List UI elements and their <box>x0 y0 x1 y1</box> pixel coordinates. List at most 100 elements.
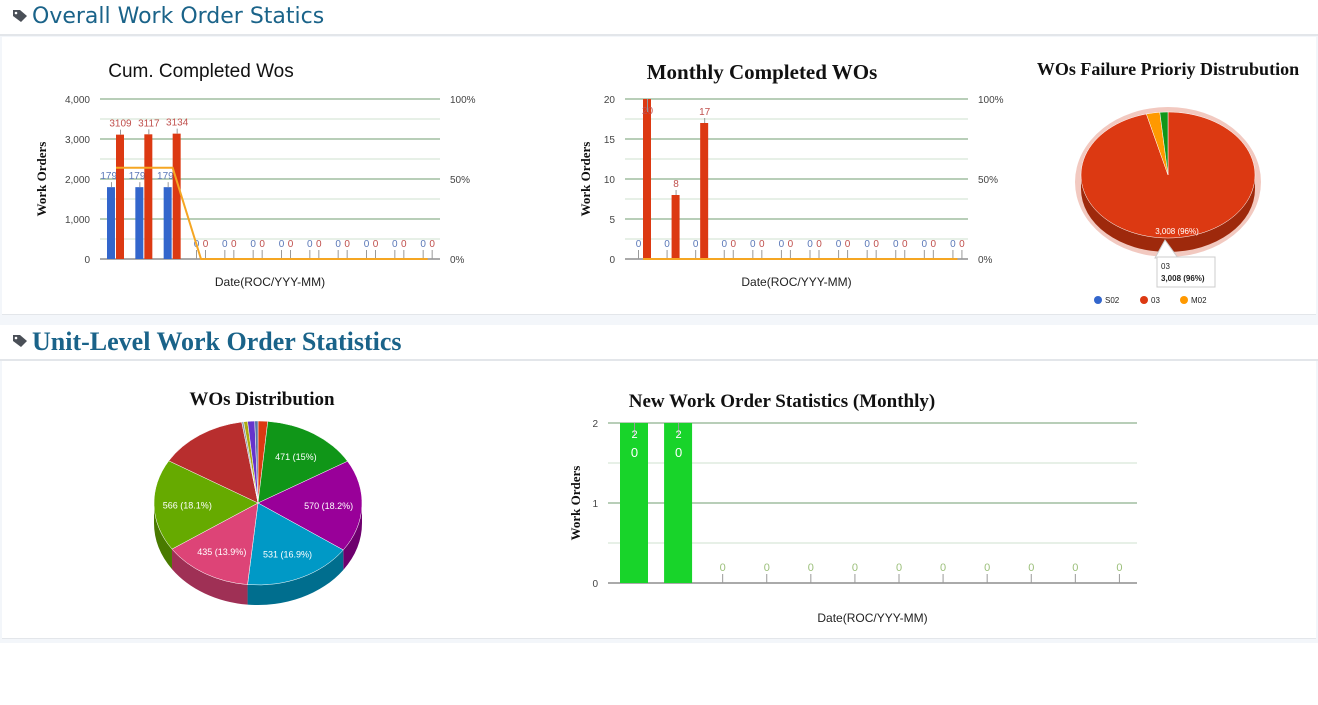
pie-slice <box>257 421 348 504</box>
y-tick-label: 0 <box>592 579 598 590</box>
data-label: 0 <box>429 239 435 250</box>
data-label: 0 <box>259 239 265 250</box>
y2-tick-label: 0% <box>978 255 993 266</box>
data-label: 0 <box>664 239 670 250</box>
data-label: 3117 <box>138 118 160 129</box>
data-label: 0 <box>836 239 842 250</box>
data-label: 0 <box>373 239 379 250</box>
data-label: 0 <box>344 239 350 250</box>
data-label: 1796 <box>157 171 180 182</box>
data-label: 1796 <box>100 171 123 182</box>
y-tick-label: 15 <box>604 135 616 146</box>
pie-slice-label: 435 (13.9%) <box>197 547 246 557</box>
data-label: 0 <box>764 562 770 574</box>
chart-dist: WOs Distribution 471 (15%) 570 (18.2%) 531 … <box>153 389 363 605</box>
chart-title: Monthly Completed WOs <box>647 60 878 84</box>
y-tick-label: 4,000 <box>65 95 90 106</box>
legend-marker <box>1094 296 1102 304</box>
data-label: 0 <box>1028 562 1034 574</box>
y-tick-label: 0 <box>609 255 615 266</box>
y-tick-label: 1 <box>592 499 598 510</box>
data-label: 3109 <box>109 119 132 130</box>
pie-slice <box>247 502 344 586</box>
y-axis-label: Work Orders <box>578 142 593 217</box>
y-tick-label: 2 <box>592 419 598 430</box>
chart-title: New Work Order Statistics (Monthly) <box>629 391 935 412</box>
x-axis-label: Date(ROC/YYY-MM) <box>741 275 851 289</box>
data-label: 0 <box>959 239 965 250</box>
data-label: 0 <box>392 239 398 250</box>
pie-slice <box>171 502 259 585</box>
pie-slice-label: 3,008 (96%) <box>1155 227 1199 236</box>
legend-label: 03 <box>1151 296 1160 305</box>
data-label: 8 <box>673 179 679 190</box>
data-label: 0 <box>808 562 814 574</box>
data-label: 17 <box>699 107 711 118</box>
data-label: 2 <box>631 429 637 441</box>
y-tick-label: 3,000 <box>65 135 90 146</box>
data-label: 0 <box>631 445 638 460</box>
legend-marker <box>1180 296 1188 304</box>
data-label: 0 <box>922 239 928 250</box>
bar <box>700 123 709 259</box>
y2-tick-label: 100% <box>450 95 476 106</box>
bar <box>671 195 680 259</box>
data-label: 1796 <box>129 171 152 182</box>
rate-line <box>116 166 428 260</box>
data-label: 0 <box>852 562 858 574</box>
y-tick-label: 5 <box>609 215 615 226</box>
data-label: 2 <box>676 429 682 441</box>
tag-icon <box>13 10 27 22</box>
data-label: 0 <box>288 239 294 250</box>
data-label: 0 <box>940 562 946 574</box>
chart-monthly: Monthly Completed WOs 0 5 10 15 20 0% 50% 100% Wo… <box>578 60 1004 289</box>
data-label: 0 <box>750 239 756 250</box>
data-label: 0 <box>779 239 785 250</box>
data-label: 0 <box>401 239 407 250</box>
chart-title: WOs Distribution <box>189 389 335 410</box>
data-label: 0 <box>730 239 736 250</box>
chart-title: Cum. Completed Wos <box>108 61 294 82</box>
y-tick-label: 0 <box>84 255 90 266</box>
pie-slice-label: 471 (15%) <box>275 452 317 462</box>
unit-section-header: Unit-Level Work Order Statistics <box>0 325 1318 361</box>
data-label: 3134 <box>166 118 189 129</box>
data-label: 0 <box>316 239 322 250</box>
y-tick-label: 10 <box>604 175 616 186</box>
tooltip-value: 3,008 (96%) <box>1161 274 1205 283</box>
tooltip-box <box>1156 256 1216 288</box>
data-label: 0 <box>807 239 813 250</box>
bar <box>135 187 144 259</box>
data-label: 0 <box>896 562 902 574</box>
data-label: 0 <box>222 239 228 250</box>
section-title: Unit-Level Work Order Statistics <box>32 327 402 356</box>
y-tick-label: 1,000 <box>65 215 90 226</box>
data-label: 0 <box>420 239 426 250</box>
bar <box>144 134 153 259</box>
chart-title: WOs Failure Prioriy Distrubution <box>1037 59 1299 79</box>
bar <box>664 423 693 583</box>
x-axis-label: Date(ROC/YYY-MM) <box>817 611 927 625</box>
y-axis-label: Work Orders <box>568 466 583 541</box>
y2-tick-label: 50% <box>450 175 470 186</box>
chart-failure: WOs Failure Prioriy Distrubution 3,008 (9… <box>1037 59 1299 305</box>
data-label: 0 <box>231 239 237 250</box>
legend-label: M02 <box>1191 296 1207 305</box>
pie-slice-side <box>154 503 172 570</box>
pie-slice-label: 566 (18.1%) <box>163 501 212 511</box>
data-label: 0 <box>279 239 285 250</box>
data-label: 20 <box>642 106 654 117</box>
legend-marker <box>1140 296 1148 304</box>
pie-slice-side <box>343 503 362 570</box>
tooltip-name: 03 <box>1161 262 1170 271</box>
pie-slice-label: 531 (16.9%) <box>263 550 312 560</box>
bar <box>107 187 115 259</box>
data-label: 0 <box>721 239 727 250</box>
data-label: 0 <box>335 239 341 250</box>
bar <box>620 423 648 583</box>
pie-slice <box>257 460 363 551</box>
data-label: 0 <box>845 239 851 250</box>
data-label: 0 <box>636 239 642 250</box>
overall-section-header: Overall Work Order Statics <box>0 0 1318 36</box>
